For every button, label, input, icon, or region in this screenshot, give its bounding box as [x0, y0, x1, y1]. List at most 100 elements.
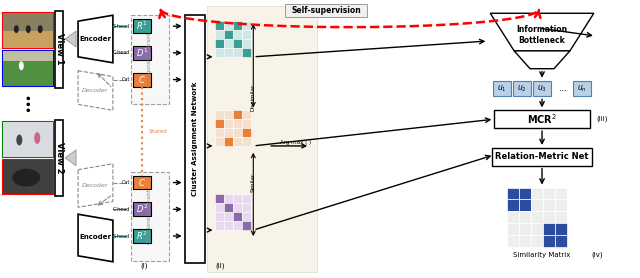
Bar — [184, 15, 205, 263]
Text: $u_3$: $u_3$ — [537, 83, 547, 94]
Text: $u_n$: $u_n$ — [577, 83, 587, 94]
Bar — [519, 199, 531, 211]
Bar — [225, 128, 234, 137]
Bar — [234, 194, 243, 203]
Polygon shape — [78, 214, 113, 262]
Bar — [133, 46, 151, 60]
Bar — [493, 81, 511, 96]
Bar — [225, 30, 234, 39]
Ellipse shape — [38, 25, 43, 33]
Text: View 2: View 2 — [54, 142, 63, 174]
Text: $u_1$: $u_1$ — [497, 83, 507, 94]
Bar — [519, 235, 531, 247]
Bar — [533, 81, 551, 96]
Bar — [216, 221, 225, 230]
Text: $R^2$: $R^2$ — [136, 230, 148, 242]
Text: Decoder: Decoder — [82, 183, 108, 188]
Bar — [492, 148, 592, 166]
Bar — [3, 51, 53, 61]
Ellipse shape — [26, 25, 31, 33]
Bar — [507, 235, 519, 247]
Bar — [243, 110, 252, 119]
Text: Dissimilar: Dissimilar — [251, 84, 256, 111]
Text: $C$: $C$ — [138, 177, 146, 188]
Bar — [531, 235, 543, 247]
Bar — [555, 199, 567, 211]
Text: Encoder: Encoder — [79, 36, 111, 42]
Bar — [225, 39, 234, 48]
Bar — [216, 203, 225, 212]
Bar — [234, 21, 243, 30]
Bar — [507, 211, 519, 223]
Bar — [543, 187, 555, 199]
Bar — [555, 235, 567, 247]
Bar — [225, 203, 234, 212]
Bar — [573, 81, 591, 96]
Bar — [3, 51, 53, 86]
Ellipse shape — [12, 169, 40, 187]
Bar — [531, 187, 543, 199]
Bar — [519, 211, 531, 223]
Text: S-head: S-head — [113, 24, 130, 29]
Text: Cluster Assignment Network: Cluster Assignment Network — [191, 82, 198, 196]
Bar — [216, 194, 225, 203]
Text: (ii): (ii) — [216, 262, 225, 269]
Bar — [234, 221, 243, 230]
Bar — [225, 137, 234, 146]
Bar — [133, 202, 151, 216]
Text: Relation-Metric Net: Relation-Metric Net — [495, 152, 589, 161]
Bar — [131, 172, 169, 261]
Text: C-head: C-head — [113, 207, 130, 212]
Bar — [543, 211, 555, 223]
Text: Orthogonal Constraint: Orthogonal Constraint — [147, 189, 152, 244]
Bar — [243, 48, 252, 57]
Bar — [555, 187, 567, 199]
Text: $u_2$: $u_2$ — [517, 83, 527, 94]
Bar — [133, 176, 151, 190]
Bar — [234, 128, 243, 137]
Text: MCR$^2$: MCR$^2$ — [527, 112, 557, 126]
Bar — [513, 81, 531, 96]
Text: C-head: C-head — [113, 50, 130, 55]
Bar — [3, 13, 53, 48]
Bar — [234, 137, 243, 146]
Bar — [216, 21, 225, 30]
Bar — [133, 229, 151, 243]
Bar — [494, 110, 590, 128]
Bar — [234, 48, 243, 57]
Bar — [243, 137, 252, 146]
Bar — [225, 212, 234, 221]
Circle shape — [26, 103, 30, 106]
Text: Cat: Cat — [122, 77, 130, 82]
Bar — [225, 221, 234, 230]
Text: $\cdots$: $\cdots$ — [557, 84, 566, 93]
Text: Cat: Cat — [122, 180, 130, 185]
Bar — [531, 223, 543, 235]
Bar — [207, 6, 317, 272]
Text: Similarity Matrix: Similarity Matrix — [513, 252, 571, 258]
Ellipse shape — [35, 132, 40, 144]
Bar — [543, 223, 555, 235]
Bar — [133, 73, 151, 86]
Bar — [216, 48, 225, 57]
Polygon shape — [78, 15, 113, 63]
Bar — [3, 13, 53, 31]
Bar — [507, 223, 519, 235]
Bar — [285, 4, 367, 17]
Bar — [216, 30, 225, 39]
Bar — [243, 30, 252, 39]
Bar — [243, 194, 252, 203]
Polygon shape — [65, 31, 76, 47]
Text: $D^2$: $D^2$ — [136, 203, 148, 215]
Text: Shared: Shared — [148, 129, 168, 134]
Bar — [243, 203, 252, 212]
Bar — [225, 194, 234, 203]
Bar — [243, 128, 252, 137]
Bar — [216, 39, 225, 48]
Bar — [507, 199, 519, 211]
Bar — [243, 221, 252, 230]
Bar — [243, 119, 252, 128]
Polygon shape — [65, 150, 76, 166]
Bar — [3, 160, 53, 194]
Text: $D^1$: $D^1$ — [136, 47, 148, 59]
